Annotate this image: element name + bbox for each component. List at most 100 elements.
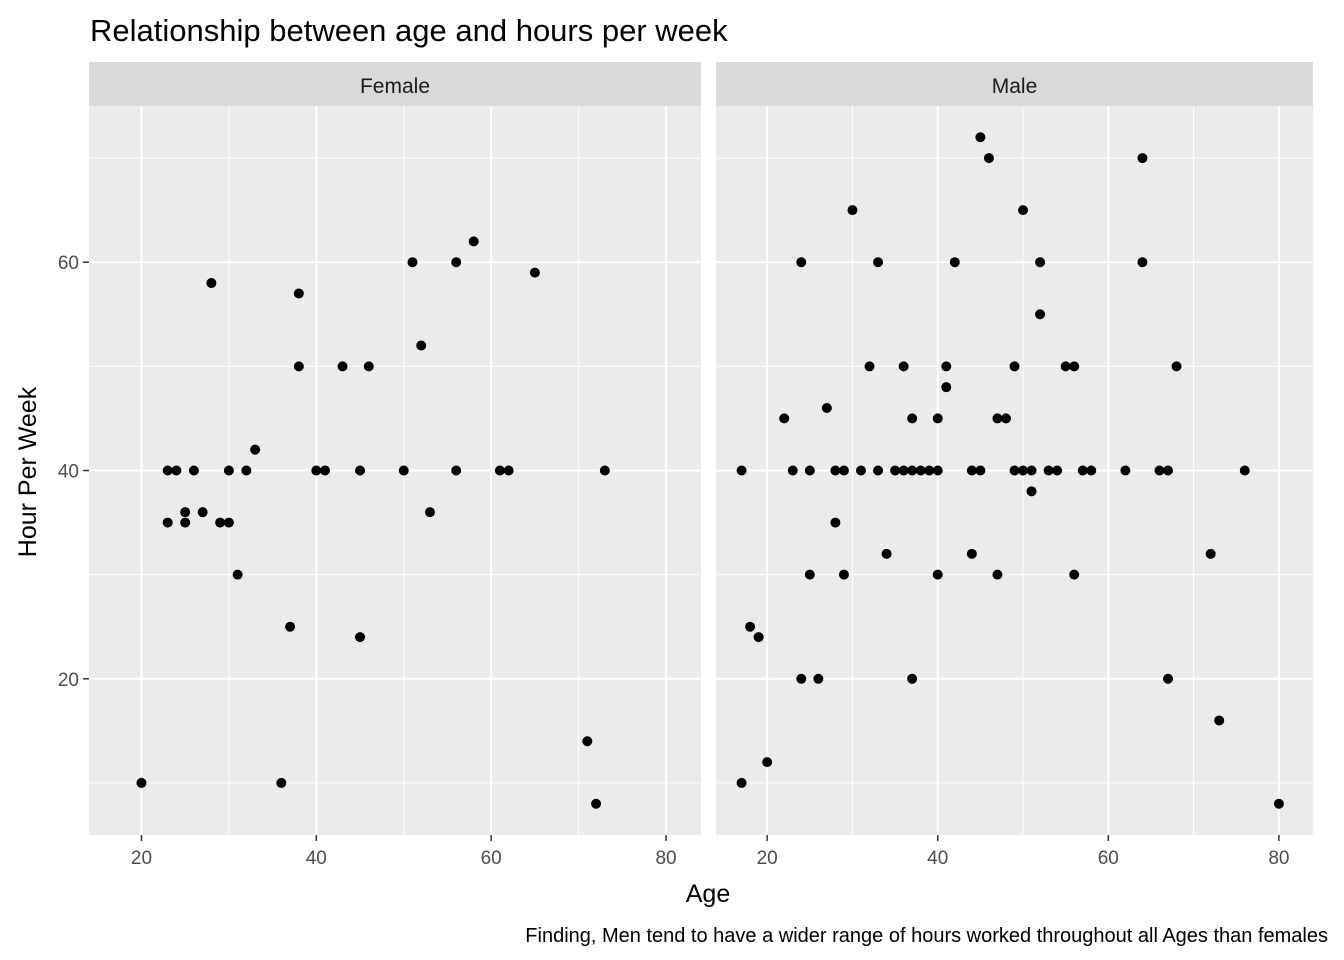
data-point bbox=[992, 413, 1003, 424]
data-point bbox=[813, 673, 824, 684]
data-point bbox=[941, 361, 952, 372]
data-point bbox=[1273, 798, 1284, 809]
data-point bbox=[830, 517, 841, 528]
data-point bbox=[468, 236, 479, 247]
data-point bbox=[915, 465, 926, 476]
data-point bbox=[838, 465, 849, 476]
data-point bbox=[1137, 257, 1148, 268]
x-tick-label: 80 bbox=[1268, 848, 1289, 869]
data-point bbox=[1009, 361, 1020, 372]
data-point bbox=[241, 465, 252, 476]
x-tick-label: 60 bbox=[481, 848, 502, 869]
data-point bbox=[162, 517, 173, 528]
x-tick-label: 40 bbox=[306, 848, 327, 869]
data-point bbox=[736, 777, 747, 788]
data-point bbox=[311, 465, 322, 476]
data-point bbox=[1060, 361, 1071, 372]
data-point bbox=[787, 465, 798, 476]
data-point bbox=[873, 465, 884, 476]
data-point bbox=[180, 507, 191, 518]
data-point bbox=[276, 777, 287, 788]
caption: Finding, Men tend to have a wider range … bbox=[525, 925, 1328, 947]
data-point bbox=[293, 361, 304, 372]
data-point bbox=[188, 465, 199, 476]
data-point bbox=[1009, 465, 1020, 476]
data-point bbox=[1043, 465, 1054, 476]
data-point bbox=[855, 465, 866, 476]
x-tick-label: 20 bbox=[131, 848, 152, 869]
data-point bbox=[416, 340, 427, 351]
data-point bbox=[1137, 153, 1148, 164]
data-point bbox=[745, 621, 756, 632]
chart-title: Relationship between age and hours per w… bbox=[90, 13, 728, 48]
data-point bbox=[796, 257, 807, 268]
data-point bbox=[407, 257, 418, 268]
data-point bbox=[398, 465, 409, 476]
data-point bbox=[355, 465, 366, 476]
facet-male: Male 20 40 60 80 bbox=[716, 62, 1313, 869]
data-point bbox=[1018, 465, 1029, 476]
data-point bbox=[424, 507, 435, 518]
data-point bbox=[293, 288, 304, 299]
data-point bbox=[451, 257, 462, 268]
data-point bbox=[966, 465, 977, 476]
data-point bbox=[1077, 465, 1088, 476]
data-point bbox=[830, 465, 841, 476]
data-point bbox=[1035, 309, 1046, 320]
x-tick-label: 80 bbox=[655, 848, 676, 869]
data-point bbox=[992, 569, 1003, 580]
data-point bbox=[1069, 569, 1080, 580]
data-point bbox=[1214, 715, 1225, 726]
y-tick-label: 60 bbox=[58, 253, 79, 274]
data-point bbox=[949, 257, 960, 268]
data-point bbox=[232, 569, 243, 580]
facet-label: Female bbox=[360, 75, 430, 98]
data-point bbox=[821, 403, 832, 414]
data-point bbox=[1018, 205, 1029, 216]
data-point bbox=[975, 132, 986, 143]
data-point bbox=[796, 673, 807, 684]
data-point bbox=[983, 153, 994, 164]
data-point bbox=[975, 465, 986, 476]
x-tick-label: 40 bbox=[927, 848, 948, 869]
data-point bbox=[197, 507, 208, 518]
data-point bbox=[762, 757, 773, 768]
data-point bbox=[206, 278, 217, 289]
data-point bbox=[932, 413, 943, 424]
data-point bbox=[599, 465, 610, 476]
data-point bbox=[171, 465, 182, 476]
data-point bbox=[591, 798, 602, 809]
facet-female: Female 20 40 60 80 20 40 60 bbox=[58, 62, 701, 869]
data-point bbox=[907, 673, 918, 684]
data-point bbox=[1026, 486, 1037, 497]
data-point bbox=[873, 257, 884, 268]
data-point bbox=[924, 465, 935, 476]
data-point bbox=[890, 465, 901, 476]
data-point bbox=[250, 444, 261, 455]
data-point bbox=[337, 361, 348, 372]
data-point bbox=[1035, 257, 1046, 268]
data-point bbox=[223, 517, 234, 528]
data-point bbox=[1000, 413, 1011, 424]
data-point bbox=[753, 632, 764, 643]
data-point bbox=[898, 465, 909, 476]
data-point bbox=[320, 465, 331, 476]
data-point bbox=[838, 569, 849, 580]
data-point bbox=[503, 465, 514, 476]
facet-strip bbox=[716, 62, 1313, 106]
data-point bbox=[162, 465, 173, 476]
data-point bbox=[864, 361, 875, 372]
x-axis-title: Age bbox=[686, 880, 730, 908]
data-point bbox=[941, 382, 952, 393]
data-point bbox=[804, 465, 815, 476]
data-point bbox=[932, 569, 943, 580]
data-point bbox=[451, 465, 462, 476]
data-point bbox=[1163, 465, 1174, 476]
data-point bbox=[285, 621, 296, 632]
data-point bbox=[1171, 361, 1182, 372]
y-tick-label: 20 bbox=[58, 670, 79, 691]
data-point bbox=[223, 465, 234, 476]
facet-label: Male bbox=[992, 75, 1038, 98]
data-point bbox=[804, 569, 815, 580]
